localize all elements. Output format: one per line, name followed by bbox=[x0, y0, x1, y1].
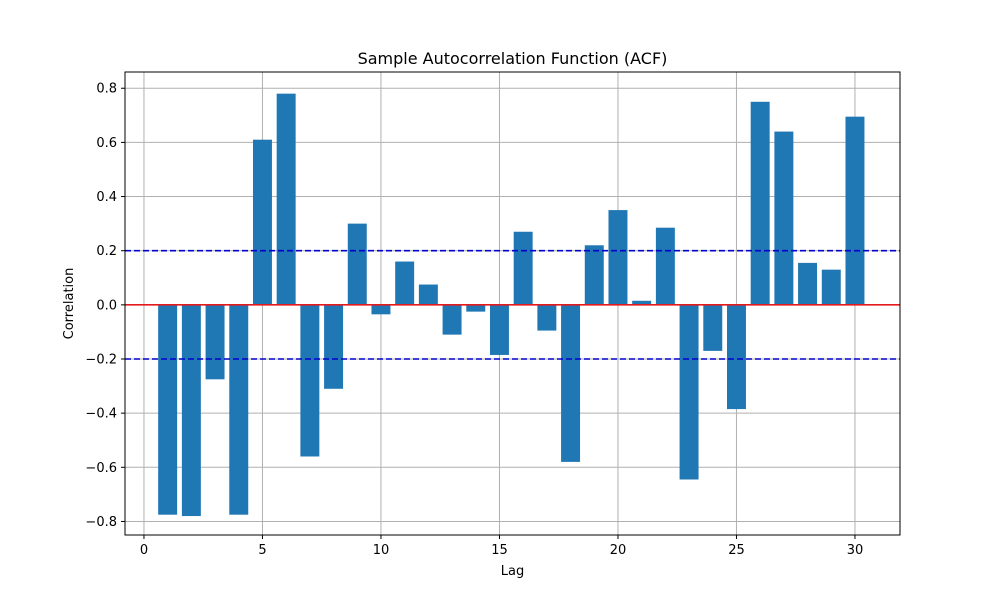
x-tick-label: 10 bbox=[373, 543, 390, 558]
x-tick-label: 5 bbox=[258, 543, 266, 558]
x-tick-label: 0 bbox=[140, 543, 148, 558]
bar-lag-13 bbox=[442, 304, 462, 335]
reference-lines bbox=[125, 249, 900, 360]
bar-lag-17 bbox=[537, 304, 557, 331]
y-tick-label: −0.4 bbox=[85, 407, 117, 422]
bar-lag-6 bbox=[276, 93, 296, 305]
bar-lag-1 bbox=[158, 304, 178, 515]
bar-lag-30 bbox=[845, 116, 865, 305]
bar-lag-25 bbox=[726, 304, 746, 410]
bar-lag-5 bbox=[252, 139, 272, 305]
x-tick-label: 25 bbox=[728, 543, 745, 558]
bar-lag-24 bbox=[703, 304, 723, 351]
bar-lag-10 bbox=[371, 304, 391, 315]
y-tick-label: −0.2 bbox=[85, 353, 117, 368]
y-tick-label: 0.0 bbox=[96, 298, 117, 313]
y-tick-label: 0.2 bbox=[96, 244, 117, 259]
bar-lag-29 bbox=[821, 269, 841, 305]
y-axis-label: Correlation bbox=[62, 268, 77, 340]
x-axis-label: Lag bbox=[501, 564, 524, 579]
bar-lag-14 bbox=[466, 304, 486, 312]
y-tick-label: 0.8 bbox=[96, 82, 117, 97]
bar-lag-4 bbox=[229, 304, 249, 515]
bar-lag-15 bbox=[489, 304, 509, 355]
axis-ticks: 0 5 10 15 20 25 30 −0.8 −0.6 −0.4 −0.2 0.0 0.2 0.4 0.6… bbox=[85, 82, 863, 558]
bar-lag-16 bbox=[513, 231, 533, 305]
bar-lag-12 bbox=[418, 284, 438, 305]
bar-lag-7 bbox=[300, 304, 320, 457]
bar-lag-26 bbox=[750, 101, 770, 305]
y-tick-label: −0.8 bbox=[85, 515, 117, 530]
y-tick-label: −0.6 bbox=[85, 461, 117, 476]
bar-lag-2 bbox=[181, 304, 201, 517]
bar-lag-8 bbox=[324, 304, 344, 389]
bar-lag-28 bbox=[798, 262, 818, 305]
x-tick-label: 20 bbox=[610, 543, 627, 558]
plot-frame bbox=[124, 71, 901, 536]
bar-lag-11 bbox=[395, 261, 415, 305]
x-tick-label: 30 bbox=[847, 543, 864, 558]
bar-lag-19 bbox=[584, 245, 604, 305]
bar-lag-9 bbox=[347, 223, 367, 305]
bar-lag-18 bbox=[561, 304, 581, 462]
bar-lag-27 bbox=[774, 131, 794, 305]
y-tick-label: 0.4 bbox=[96, 190, 117, 205]
bars bbox=[158, 93, 865, 517]
bar-lag-22 bbox=[655, 227, 675, 305]
bar-lag-3 bbox=[205, 304, 225, 380]
y-tick-label: 0.6 bbox=[96, 136, 117, 151]
x-tick-label: 15 bbox=[491, 543, 508, 558]
bar-lag-23 bbox=[679, 304, 699, 480]
chart-title: Sample Autocorrelation Function (ACF) bbox=[358, 49, 668, 68]
bar-lag-20 bbox=[608, 210, 628, 305]
bar-lag-21 bbox=[632, 300, 652, 305]
